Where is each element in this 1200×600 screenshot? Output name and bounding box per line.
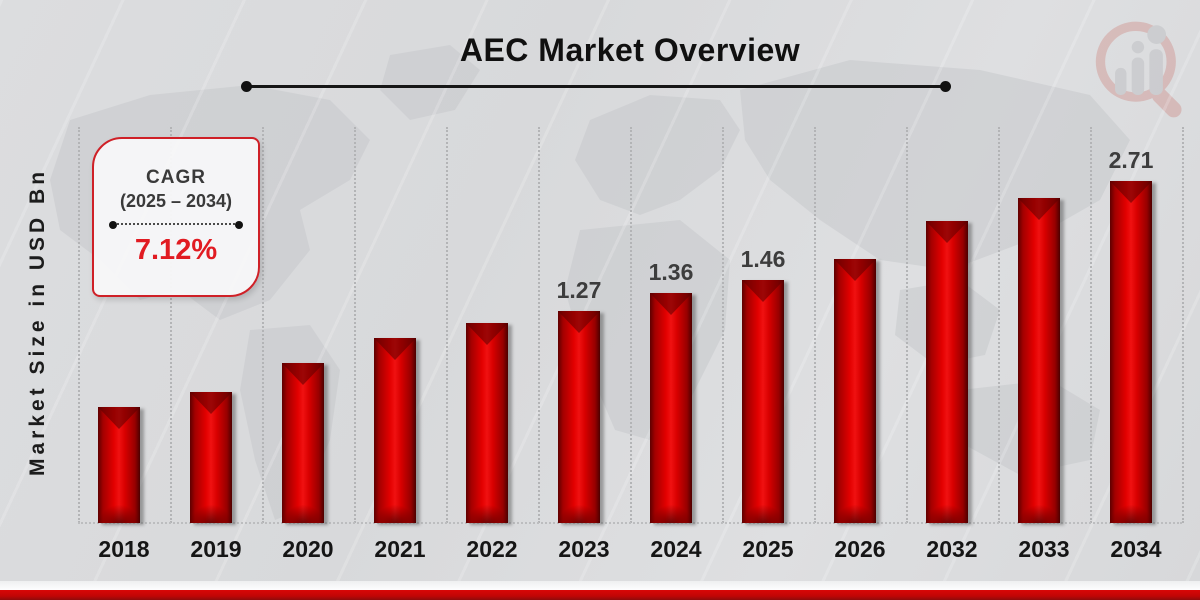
- value-label-2034: 2.71: [1108, 147, 1154, 173]
- x-tick-2023: 2023: [558, 536, 610, 562]
- bar-2034: [1110, 181, 1152, 523]
- cagr-period: (2025 – 2034): [119, 191, 233, 211]
- cagr-value: 7.12%: [134, 234, 218, 266]
- gridline: [78, 127, 80, 523]
- bottom-accent-bar: [0, 590, 1200, 600]
- cagr-card: CAGR (2025 – 2034) 7.12%: [92, 137, 260, 297]
- bar-2020: [282, 363, 324, 523]
- gridline: [630, 127, 632, 523]
- x-tick-2022: 2022: [466, 536, 518, 562]
- gridline: [814, 127, 816, 523]
- gridline: [906, 127, 908, 523]
- divider-left-dot: [109, 220, 117, 229]
- bar-2023: [558, 311, 600, 523]
- x-tick-2021: 2021: [374, 536, 426, 562]
- cagr-heading: CAGR: [146, 167, 206, 188]
- value-label-2024: 1.36: [648, 259, 694, 285]
- bar-2021: [374, 338, 416, 523]
- bar-2033: [1018, 198, 1060, 523]
- bar-2019: [190, 392, 232, 523]
- x-tick-2025: 2025: [742, 536, 794, 562]
- x-tick-2026: 2026: [834, 536, 886, 562]
- x-tick-2020: 2020: [282, 536, 334, 562]
- gridline: [1090, 127, 1092, 523]
- value-label-2023: 1.27: [556, 277, 602, 303]
- divider-right-dot: [235, 220, 243, 229]
- x-tick-2033: 2033: [1018, 536, 1070, 562]
- gridline: [722, 127, 724, 523]
- page-title: AEC Market Overview: [459, 32, 801, 68]
- x-tick-2024: 2024: [650, 536, 702, 562]
- x-tick-2034: 2034: [1110, 536, 1162, 562]
- gridline: [446, 127, 448, 523]
- underline-right-dot: [940, 81, 951, 92]
- bar-2024: [650, 293, 692, 523]
- gridline: [1182, 127, 1184, 523]
- title-underline: [241, 81, 951, 92]
- bottom-highlight-strip: [0, 581, 1200, 590]
- x-axis-line: [78, 522, 1182, 524]
- underline-left-dot: [241, 81, 252, 92]
- gridline: [354, 127, 356, 523]
- value-label-2025: 1.46: [740, 246, 786, 272]
- y-axis-label: Market Size in USD Bn: [26, 167, 49, 477]
- x-tick-2032: 2032: [926, 536, 978, 562]
- gridline: [262, 127, 264, 523]
- gridline: [170, 127, 172, 523]
- brand-logo-icon: [1095, 21, 1182, 118]
- bar-2032: [926, 221, 968, 523]
- x-tick-2018: 2018: [98, 536, 150, 562]
- cagr-divider: [109, 220, 243, 229]
- bar-2018: [98, 407, 140, 523]
- bar-2025: [742, 280, 784, 523]
- bar-2026: [834, 259, 876, 523]
- x-tick-2019: 2019: [190, 536, 242, 562]
- gridline: [538, 127, 540, 523]
- bar-2022: [466, 323, 508, 523]
- gridline: [998, 127, 1000, 523]
